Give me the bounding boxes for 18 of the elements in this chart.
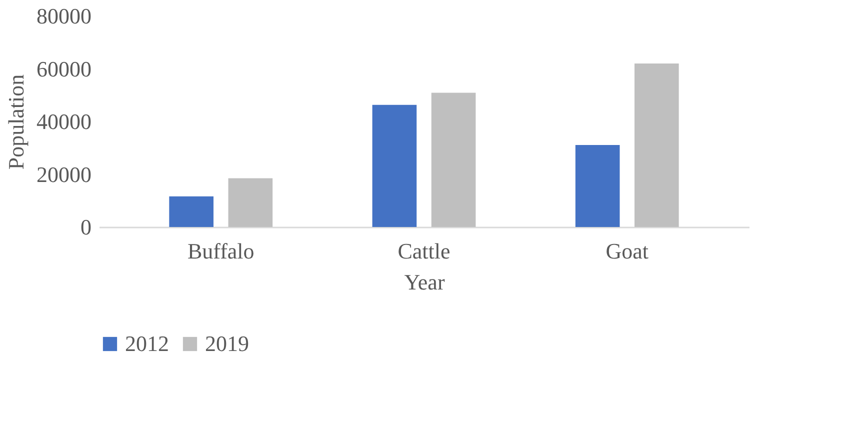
bar — [575, 144, 620, 227]
y-tick-label: 60000 — [36, 56, 92, 82]
y-tick-label: 40000 — [36, 109, 92, 134]
x-tick-label: Goat — [606, 238, 649, 264]
bar — [431, 92, 476, 227]
y-tick-label: 80000 — [36, 4, 92, 28]
bar — [228, 178, 273, 227]
x-axis-title: Year — [404, 270, 446, 294]
legend-label: 2019 — [205, 331, 249, 356]
x-tick-label: Cattle — [398, 238, 450, 264]
y-tick-label: 20000 — [36, 162, 92, 187]
legend-label: 2012 — [125, 331, 169, 356]
y-axis-title: Population — [4, 74, 28, 170]
bar — [634, 63, 679, 227]
x-tick-label: Buffalo — [187, 238, 254, 264]
bar — [372, 104, 417, 227]
bar — [169, 196, 214, 227]
y-tick-label: 0 — [80, 214, 92, 240]
